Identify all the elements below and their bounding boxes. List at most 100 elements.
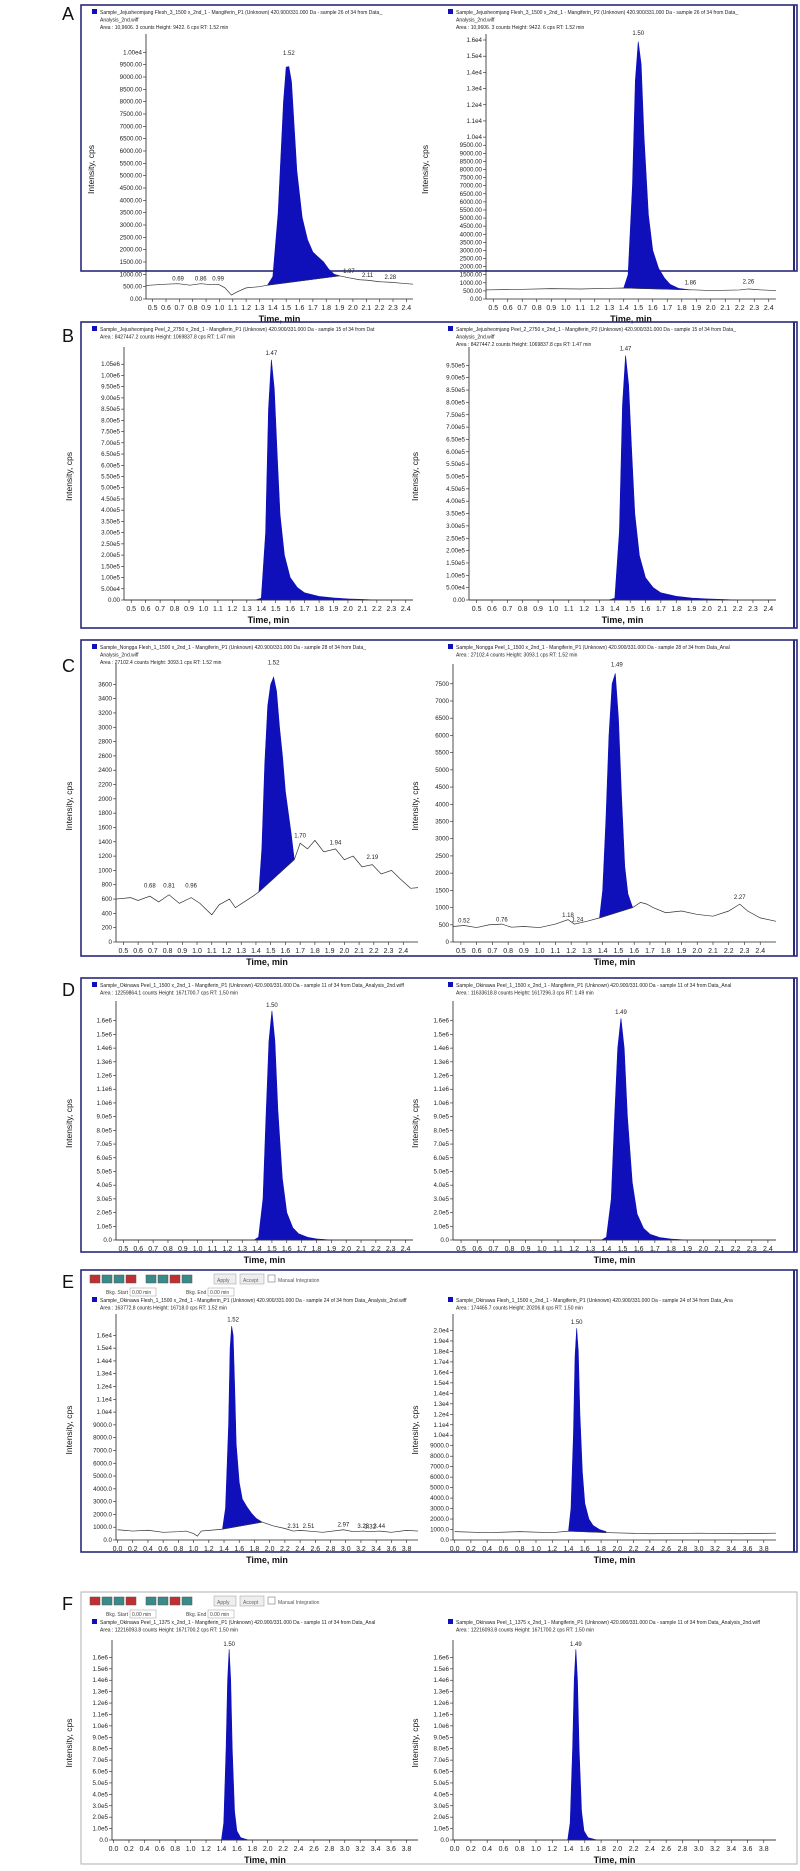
x-tick-label: 1.2	[204, 1546, 214, 1553]
select-icon[interactable]	[169, 1596, 181, 1606]
panel-frame	[80, 1269, 798, 1553]
x-tick-label: 2.1	[720, 305, 730, 312]
settings-icon[interactable]	[181, 1274, 193, 1284]
x-tick-label: 1.8	[247, 1846, 257, 1853]
accept-button[interactable]	[239, 1273, 265, 1285]
x-tick-label: 1.8	[596, 1846, 606, 1853]
bkg-start-label: Bkg. Start	[106, 1290, 129, 1296]
pan-icon[interactable]	[125, 1596, 137, 1606]
legend-swatch	[92, 326, 97, 331]
y-tick-label: 1.00e5	[446, 572, 465, 579]
y-tick-label: 3200	[98, 710, 112, 717]
x-tick-label: 0.8	[503, 948, 513, 955]
y-tick-label: 1000	[435, 905, 449, 912]
y-tick-label: 1.9e4	[434, 1338, 450, 1345]
zoom-icon[interactable]	[113, 1596, 125, 1606]
pan-icon[interactable]	[125, 1274, 137, 1284]
x-tick-label: 2.4	[295, 1546, 305, 1553]
manual-integration-checkbox[interactable]	[267, 1596, 276, 1605]
x-tick-label: 0.6	[155, 1846, 165, 1853]
y-tick-label: 0.0	[103, 1537, 112, 1544]
y-tick-label: 4.0e5	[93, 1791, 109, 1798]
y-tick-label: 8.0e5	[93, 1746, 109, 1753]
legend-swatch	[448, 9, 453, 14]
x-tick-label: 1.2	[547, 1546, 557, 1553]
forward-icon[interactable]	[101, 1274, 113, 1284]
x-tick-label: 1.7	[645, 948, 655, 955]
peak-rt-label: 3.23	[357, 1524, 369, 1530]
x-tick-label: 1.1	[553, 1246, 563, 1253]
integrated-peak-area	[221, 1649, 249, 1841]
chart-header-line: Sample_Jejusheomjang Peel_2_2750 x_2nd_1…	[100, 327, 375, 333]
baseline-icon[interactable]	[145, 1596, 157, 1606]
peak-icon[interactable]	[157, 1596, 169, 1606]
y-tick-label: 6500	[435, 715, 449, 722]
back-icon[interactable]	[89, 1274, 101, 1284]
legend-swatch	[92, 1619, 97, 1624]
signal-trace	[485, 287, 777, 291]
settings-icon[interactable]	[181, 1596, 193, 1606]
y-tick-label: 1.1e4	[434, 1422, 450, 1429]
bkg-start-label: Bkg. Start	[106, 1612, 129, 1618]
bkg-end-input[interactable]	[207, 1609, 235, 1619]
peak-rt-label: 1.24	[572, 917, 584, 923]
x-tick-label: 3.2	[710, 1546, 720, 1553]
x-tick-label: 2.1	[715, 1246, 725, 1253]
forward-icon[interactable]	[101, 1596, 113, 1606]
chart-header-line: Sample_Jejusheomjang Flesh_3_1500 x_2nd_…	[100, 10, 382, 16]
x-tick-label: 2.2	[278, 1846, 288, 1853]
x-tick-label: 1.7	[300, 606, 310, 613]
bkg-start-input[interactable]	[129, 1609, 157, 1619]
chart-header-line: Area : 8427447.2 counts Height: 1069837.…	[456, 342, 591, 348]
x-tick-label: 2.2	[280, 1546, 290, 1553]
x-tick-label: 0.7	[148, 948, 158, 955]
peak-icon[interactable]	[157, 1274, 169, 1284]
apply-button[interactable]	[213, 1595, 237, 1607]
x-tick-label: 2.2	[629, 1546, 639, 1553]
y-tick-label: 3.00e5	[446, 523, 465, 530]
x-tick-label: 1.9	[687, 606, 697, 613]
y-tick-label: 5.00e5	[446, 474, 465, 481]
y-tick-label: 8.50e5	[446, 387, 465, 394]
y-tick-label: 1.6e4	[97, 1332, 113, 1339]
y-tick-label: 9.50e5	[446, 362, 465, 369]
x-tick-label: 3.6	[387, 1546, 397, 1553]
x-tick-label: 2.3	[384, 948, 394, 955]
x-tick-label: 2.4	[645, 1546, 655, 1553]
y-tick-label: 1.5e4	[434, 1380, 450, 1387]
back-icon[interactable]	[89, 1596, 101, 1606]
y-tick-label: 6.0e5	[434, 1155, 450, 1162]
integrated-peak-area	[258, 676, 295, 893]
y-tick-label: 4500	[435, 784, 449, 791]
peak-rt-label: 0.81	[163, 884, 175, 890]
y-tick-label: 1.1e4	[97, 1396, 113, 1403]
x-tick-label: 0.6	[133, 948, 143, 955]
baseline-icon[interactable]	[145, 1274, 157, 1284]
x-tick-label: 1.4	[252, 1246, 262, 1253]
zoom-icon[interactable]	[113, 1274, 125, 1284]
bkg-end-input[interactable]	[207, 1287, 235, 1297]
bkg-start-input[interactable]	[129, 1287, 157, 1297]
x-tick-label: 1.6	[641, 606, 651, 613]
x-tick-label: 1.0	[186, 1846, 196, 1853]
x-tick-label: 2.4	[401, 606, 411, 613]
peak-rt-label: 0.68	[144, 884, 156, 890]
chromatogram-b1: Sample_Jejusheomjang Peel_2_2750 x_2nd_1…	[64, 326, 413, 625]
y-tick-label: 8.00e5	[101, 417, 120, 424]
peak-rt-label: 1.50	[632, 31, 644, 37]
x-tick-label: 1.3	[585, 1246, 595, 1253]
apply-button[interactable]	[213, 1273, 237, 1285]
x-tick-label: 1.0	[193, 1246, 203, 1253]
panel-frame	[80, 4, 798, 272]
x-tick-label: 0.6	[503, 305, 513, 312]
x-tick-label: 0.2	[466, 1546, 476, 1553]
x-tick-label: 3.4	[371, 1546, 381, 1553]
chromatogram-e2: Sample_Okinawa Flesh_1_1500 x_2nd_1 - Ma…	[410, 1297, 777, 1565]
select-icon[interactable]	[169, 1274, 181, 1284]
y-tick-label: 3600	[98, 681, 112, 688]
peak-rt-label: 2.97	[338, 1523, 350, 1529]
manual-integration-checkbox[interactable]	[267, 1274, 276, 1283]
accept-button[interactable]	[239, 1595, 265, 1607]
y-tick-label: 2.0e5	[97, 1210, 113, 1217]
x-tick-label: 1.3	[236, 948, 246, 955]
